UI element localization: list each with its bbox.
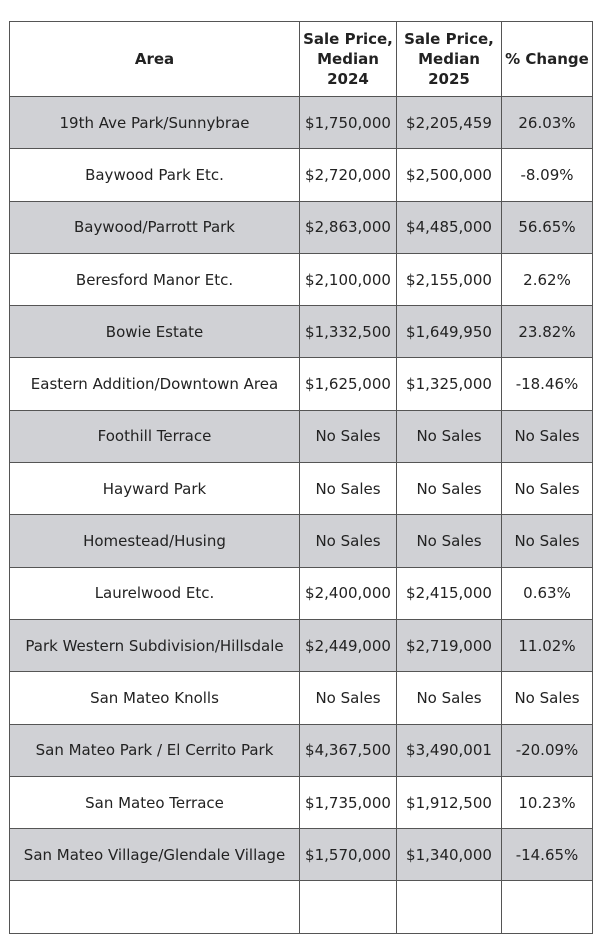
table-row: Homestead/Husing No Sales No Sales No Sales bbox=[9, 514, 593, 568]
cell-change: 23.82% bbox=[501, 305, 593, 359]
header-line: Sale Price, bbox=[404, 30, 494, 48]
cell-price-2024: No Sales bbox=[299, 514, 397, 568]
table-row-partial bbox=[9, 880, 593, 934]
cell-change: 0.63% bbox=[501, 566, 593, 620]
cell-price-2025: No Sales bbox=[396, 462, 502, 516]
cell-price-2024: $1,625,000 bbox=[299, 357, 397, 411]
table-row: Beresford Manor Etc. $2,100,000 $2,155,000… bbox=[9, 252, 593, 307]
cell-price-2025: $1,912,500 bbox=[396, 775, 502, 830]
header-line: Area bbox=[134, 50, 175, 68]
cell-price-2024: $2,449,000 bbox=[299, 618, 397, 673]
cell-change: 11.02% bbox=[501, 618, 593, 673]
header-line: 2024 bbox=[327, 70, 369, 88]
cell-price-2025: $2,719,000 bbox=[396, 618, 502, 673]
cell-price-2024: $1,332,500 bbox=[299, 305, 397, 359]
table-row: Hayward Park No Sales No Sales No Sales bbox=[9, 462, 593, 516]
cell-area: Baywood Park Etc. bbox=[9, 148, 300, 202]
cell-price-2025: $4,485,000 bbox=[396, 200, 502, 254]
cell-area: Bowie Estate bbox=[9, 305, 300, 359]
table-row: Baywood Park Etc. $2,720,000 $2,500,000 -8.… bbox=[9, 148, 593, 202]
empty-cell bbox=[396, 880, 502, 934]
header-price-2024: Sale Price, Median 2024 bbox=[299, 21, 397, 97]
header-change: % Change bbox=[501, 21, 593, 97]
table-row: San Mateo Knolls No Sales No Sales No Sales bbox=[9, 671, 593, 725]
cell-change: 2.62% bbox=[501, 252, 593, 307]
cell-price-2024: $1,735,000 bbox=[299, 775, 397, 830]
table-row: 19th Ave Park/Sunnybrae $1,750,000 $2,205,… bbox=[9, 95, 593, 150]
header-line: % Change bbox=[505, 50, 589, 68]
header-line: Median bbox=[317, 50, 379, 68]
cell-change: No Sales bbox=[501, 462, 593, 516]
cell-price-2024: $2,863,000 bbox=[299, 200, 397, 254]
cell-price-2024: $2,400,000 bbox=[299, 566, 397, 620]
header-line: Sale Price, bbox=[303, 30, 393, 48]
cell-price-2025: $3,490,001 bbox=[396, 723, 502, 777]
cell-area: San Mateo Terrace bbox=[9, 775, 300, 830]
empty-cell bbox=[299, 880, 397, 934]
cell-area: Baywood/Parrott Park bbox=[9, 200, 300, 254]
cell-price-2025: No Sales bbox=[396, 671, 502, 725]
cell-area: Beresford Manor Etc. bbox=[9, 252, 300, 307]
cell-price-2025: $2,155,000 bbox=[396, 252, 502, 307]
cell-area: Homestead/Husing bbox=[9, 514, 300, 568]
cell-price-2025: No Sales bbox=[396, 514, 502, 568]
header-area: Area bbox=[9, 21, 300, 97]
cell-price-2024: $2,720,000 bbox=[299, 148, 397, 202]
cell-price-2024: No Sales bbox=[299, 462, 397, 516]
header-price-2025: Sale Price, Median 2025 bbox=[396, 21, 502, 97]
header-row: Area Sale Price, Median 2024 Sale Price, Me… bbox=[9, 21, 593, 97]
cell-area: Foothill Terrace bbox=[9, 409, 300, 464]
table-row: Eastern Addition/Downtown Area $1,625,000… bbox=[9, 357, 593, 411]
cell-price-2025: $1,325,000 bbox=[396, 357, 502, 411]
header-line: Median bbox=[418, 50, 480, 68]
cell-price-2024: $1,750,000 bbox=[299, 95, 397, 150]
header-line: 2025 bbox=[428, 70, 470, 88]
cell-area: Laurelwood Etc. bbox=[9, 566, 300, 620]
table-row: Park Western Subdivision/Hillsdale $2,449… bbox=[9, 618, 593, 673]
cell-change: -18.46% bbox=[501, 357, 593, 411]
cell-change: No Sales bbox=[501, 671, 593, 725]
cell-price-2025: $2,500,000 bbox=[396, 148, 502, 202]
cell-price-2024: $4,367,500 bbox=[299, 723, 397, 777]
cell-area: San Mateo Park / El Cerrito Park bbox=[9, 723, 300, 777]
cell-price-2025: No Sales bbox=[396, 409, 502, 464]
table-row: San Mateo Village/Glendale Village $1,570… bbox=[9, 828, 593, 882]
cell-change: 26.03% bbox=[501, 95, 593, 150]
cell-change: -20.09% bbox=[501, 723, 593, 777]
empty-cell bbox=[501, 880, 593, 934]
cell-change: -8.09% bbox=[501, 148, 593, 202]
sales-table: Area Sale Price, Median 2024 Sale Price, Me… bbox=[9, 21, 593, 934]
empty-cell bbox=[9, 880, 300, 934]
cell-change: 10.23% bbox=[501, 775, 593, 830]
cell-area: Hayward Park bbox=[9, 462, 300, 516]
cell-area: 19th Ave Park/Sunnybrae bbox=[9, 95, 300, 150]
cell-change: 56.65% bbox=[501, 200, 593, 254]
table-row: Laurelwood Etc. $2,400,000 $2,415,000 0.63% bbox=[9, 566, 593, 620]
cell-price-2024: No Sales bbox=[299, 671, 397, 725]
cell-area: San Mateo Knolls bbox=[9, 671, 300, 725]
cell-price-2024: $2,100,000 bbox=[299, 252, 397, 307]
cell-area: Eastern Addition/Downtown Area bbox=[9, 357, 300, 411]
table-row: Bowie Estate $1,332,500 $1,649,950 23.82% bbox=[9, 305, 593, 359]
table-row: Foothill Terrace No Sales No Sales No Sales bbox=[9, 409, 593, 464]
cell-price-2025: $2,415,000 bbox=[396, 566, 502, 620]
cell-price-2024: No Sales bbox=[299, 409, 397, 464]
cell-price-2025: $1,340,000 bbox=[396, 828, 502, 882]
cell-price-2025: $1,649,950 bbox=[396, 305, 502, 359]
cell-area: San Mateo Village/Glendale Village bbox=[9, 828, 300, 882]
table-row: San Mateo Park / El Cerrito Park $4,367,5… bbox=[9, 723, 593, 777]
cell-area: Park Western Subdivision/Hillsdale bbox=[9, 618, 300, 673]
cell-price-2024: $1,570,000 bbox=[299, 828, 397, 882]
table-row: Baywood/Parrott Park $2,863,000 $4,485,000… bbox=[9, 200, 593, 254]
cell-price-2025: $2,205,459 bbox=[396, 95, 502, 150]
cell-change: No Sales bbox=[501, 409, 593, 464]
table-row: San Mateo Terrace $1,735,000 $1,912,500 10.… bbox=[9, 775, 593, 830]
cell-change: No Sales bbox=[501, 514, 593, 568]
cell-change: -14.65% bbox=[501, 828, 593, 882]
